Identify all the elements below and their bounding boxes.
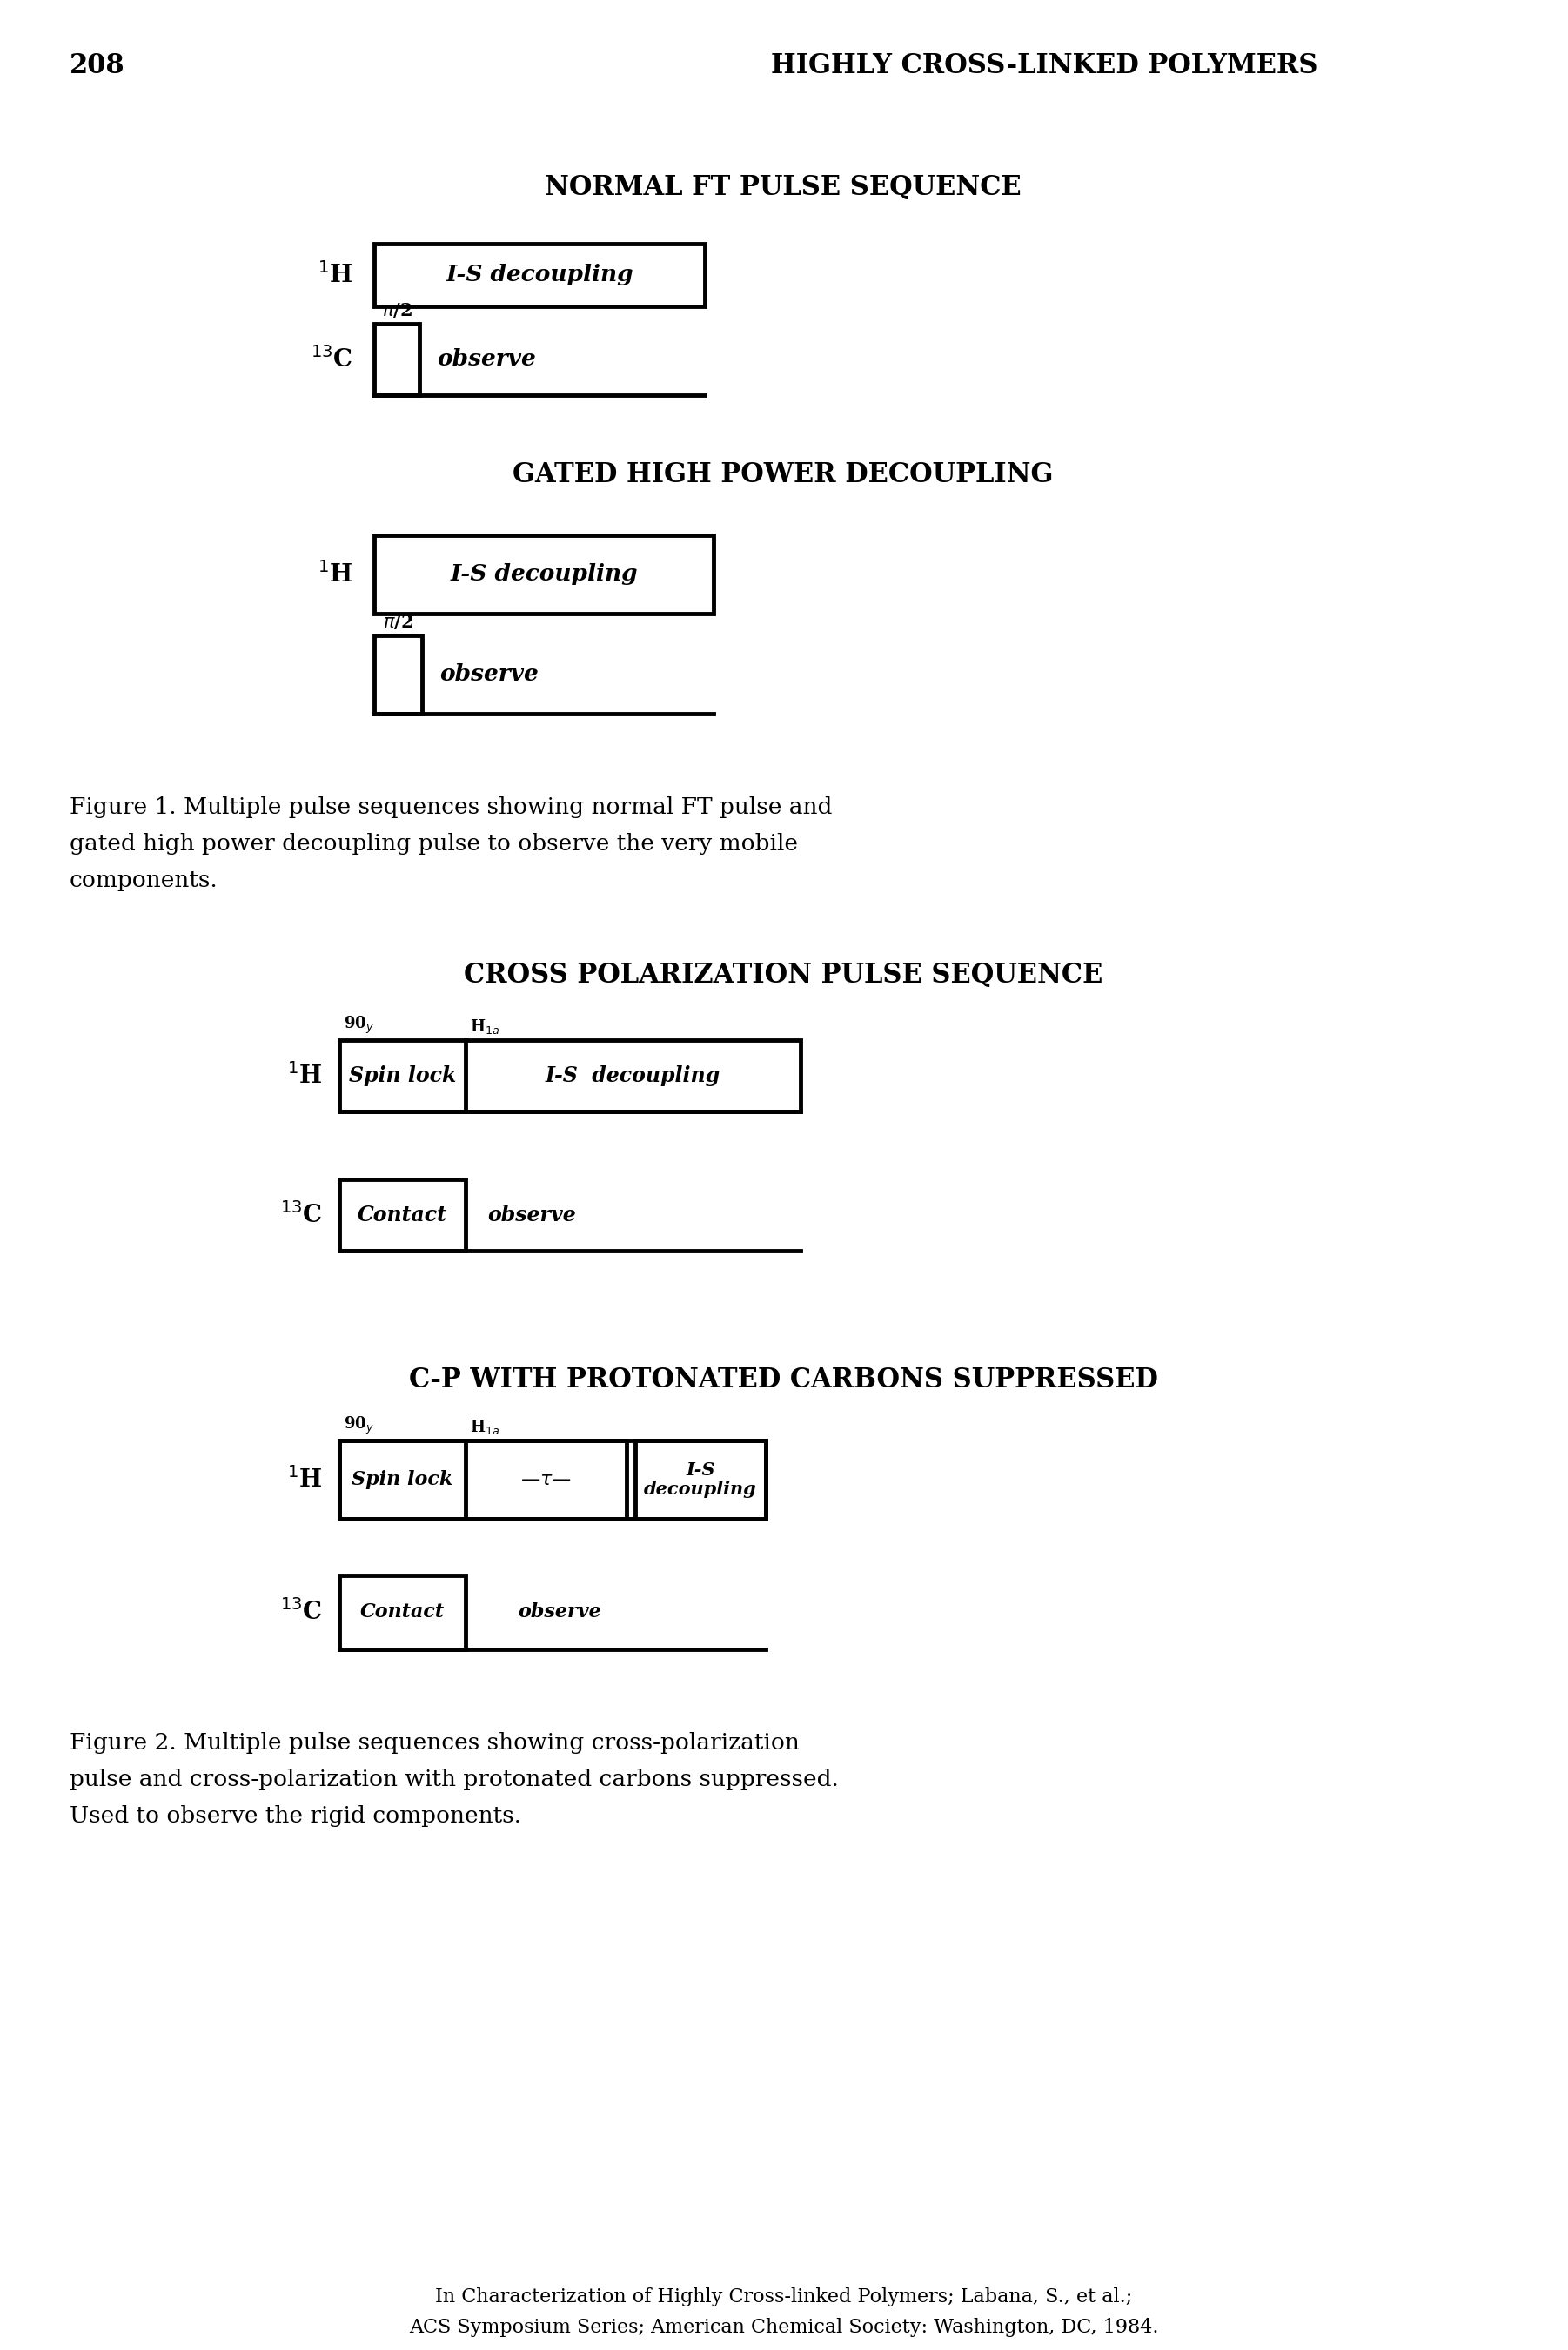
Text: 90$_y$: 90$_y$ bbox=[343, 1415, 375, 1436]
Text: Contact: Contact bbox=[361, 1603, 445, 1621]
Text: observe: observe bbox=[488, 1206, 575, 1224]
Text: ACS Symposium Series; American Chemical Society: Washington, DC, 1984.: ACS Symposium Series; American Chemical … bbox=[409, 2317, 1159, 2336]
Bar bbox=[339, 1574, 466, 1650]
Text: $^1$H: $^1$H bbox=[287, 1062, 321, 1088]
Text: $^1$H: $^1$H bbox=[317, 263, 353, 289]
Text: gated high power decoupling pulse to observe the very mobile: gated high power decoupling pulse to obs… bbox=[69, 832, 798, 855]
Text: components.: components. bbox=[69, 870, 218, 891]
Text: $\pi$/2: $\pi$/2 bbox=[383, 613, 414, 632]
Bar bbox=[339, 1441, 765, 1518]
Text: HIGHLY CROSS-LINKED POLYMERS: HIGHLY CROSS-LINKED POLYMERS bbox=[771, 52, 1317, 80]
Bar bbox=[339, 1441, 627, 1518]
Text: Figure 1. Multiple pulse sequences showing normal FT pulse and: Figure 1. Multiple pulse sequences showi… bbox=[69, 797, 833, 818]
Bar bbox=[339, 1180, 466, 1250]
Text: Spin lock: Spin lock bbox=[351, 1471, 453, 1490]
Text: Spin lock: Spin lock bbox=[348, 1065, 456, 1086]
Text: observe: observe bbox=[437, 348, 536, 371]
Text: 90$_y$: 90$_y$ bbox=[343, 1015, 375, 1036]
Text: Contact: Contact bbox=[358, 1206, 447, 1224]
Text: —$\tau$—: —$\tau$— bbox=[521, 1471, 572, 1490]
Text: Used to observe the rigid components.: Used to observe the rigid components. bbox=[69, 1805, 521, 1826]
Text: observe: observe bbox=[517, 1603, 601, 1621]
Text: GATED HIGH POWER DECOUPLING: GATED HIGH POWER DECOUPLING bbox=[513, 461, 1054, 489]
Text: In Characterization of Highly Cross-linked Polymers; Labana, S., et al.;: In Characterization of Highly Cross-link… bbox=[436, 2287, 1132, 2305]
Bar bbox=[375, 324, 419, 395]
Text: I-S
decoupling: I-S decoupling bbox=[644, 1462, 757, 1497]
Text: I-S decoupling: I-S decoupling bbox=[450, 564, 638, 585]
Text: C-P WITH PROTONATED CARBONS SUPPRESSED: C-P WITH PROTONATED CARBONS SUPPRESSED bbox=[409, 1365, 1157, 1394]
Text: H$_{1a}$: H$_{1a}$ bbox=[470, 1417, 500, 1436]
Text: $^1$H: $^1$H bbox=[287, 1466, 321, 1492]
Text: NORMAL FT PULSE SEQUENCE: NORMAL FT PULSE SEQUENCE bbox=[544, 174, 1021, 202]
Text: I-S decoupling: I-S decoupling bbox=[445, 263, 633, 287]
Text: observe: observe bbox=[439, 663, 538, 686]
Text: Figure 2. Multiple pulse sequences showing cross-polarization: Figure 2. Multiple pulse sequences showi… bbox=[69, 1732, 800, 1753]
Bar bbox=[375, 244, 706, 306]
Text: $^{13}$C: $^{13}$C bbox=[279, 1600, 321, 1626]
Text: H$_{1a}$: H$_{1a}$ bbox=[470, 1018, 500, 1036]
Bar bbox=[339, 1041, 801, 1112]
Text: $^1$H: $^1$H bbox=[317, 562, 353, 588]
Bar bbox=[635, 1441, 765, 1518]
Text: 208: 208 bbox=[69, 52, 125, 80]
Text: $\pi$/2: $\pi$/2 bbox=[381, 301, 412, 320]
Bar bbox=[375, 634, 422, 714]
Text: I-S  decoupling: I-S decoupling bbox=[546, 1065, 721, 1086]
Text: CROSS POLARIZATION PULSE SEQUENCE: CROSS POLARIZATION PULSE SEQUENCE bbox=[464, 961, 1102, 989]
Text: $^{13}$C: $^{13}$C bbox=[279, 1203, 321, 1229]
Text: pulse and cross-polarization with protonated carbons suppressed.: pulse and cross-polarization with proton… bbox=[69, 1770, 839, 1791]
Text: $^{13}$C: $^{13}$C bbox=[310, 345, 353, 371]
Bar bbox=[375, 536, 713, 613]
